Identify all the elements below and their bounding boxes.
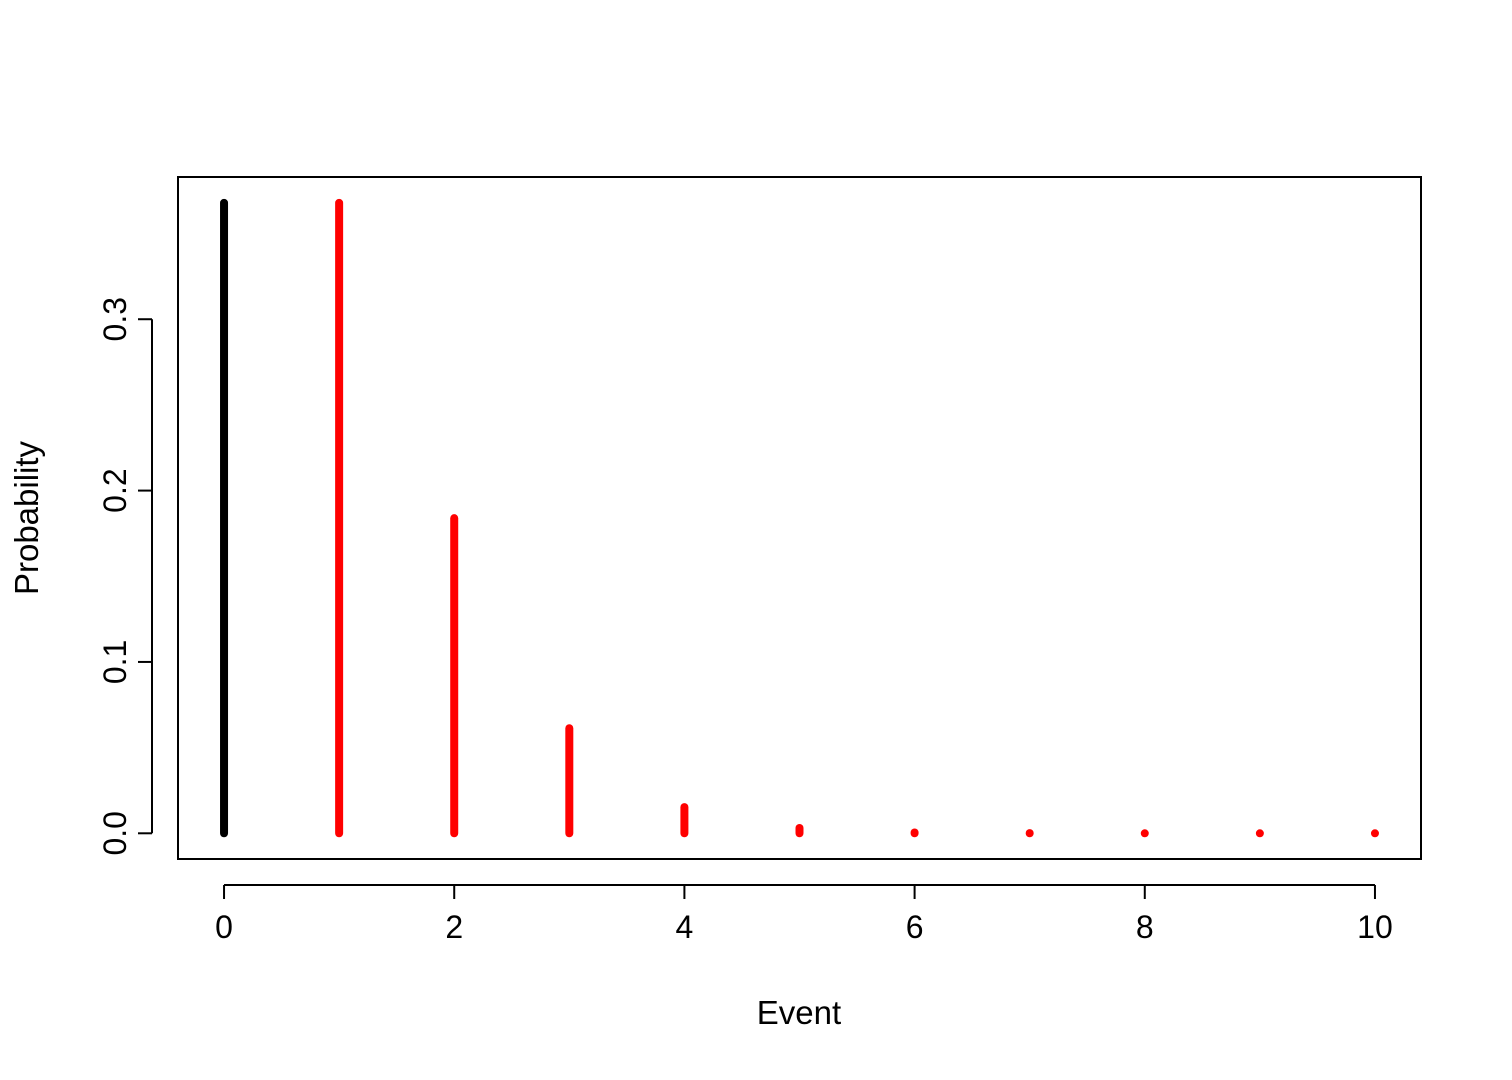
x-tick-label-8: 8	[1136, 909, 1154, 945]
y-tick-label-2: 0.2	[97, 468, 133, 512]
y-tick-label-3: 0.3	[97, 297, 133, 341]
bars-layer	[220, 198, 1379, 838]
y-axis-title: Probability	[8, 440, 45, 595]
x-axis-title: Event	[757, 994, 841, 1031]
x-tick-label-0: 0	[215, 909, 233, 945]
plot-frame	[177, 176, 1422, 860]
x-axis: 0 2 4 6 8 10	[215, 884, 1393, 945]
x-tick-label-4: 4	[676, 909, 694, 945]
x-tick-label-10: 10	[1357, 909, 1393, 945]
y-axis: 0.0 0.1 0.2 0.3	[97, 297, 153, 856]
y-tick-label-1: 0.1	[97, 640, 133, 684]
y-tick-label-0: 0.0	[97, 811, 133, 855]
x-tick-label-2: 2	[445, 909, 463, 945]
x-tick-label-6: 6	[906, 909, 924, 945]
